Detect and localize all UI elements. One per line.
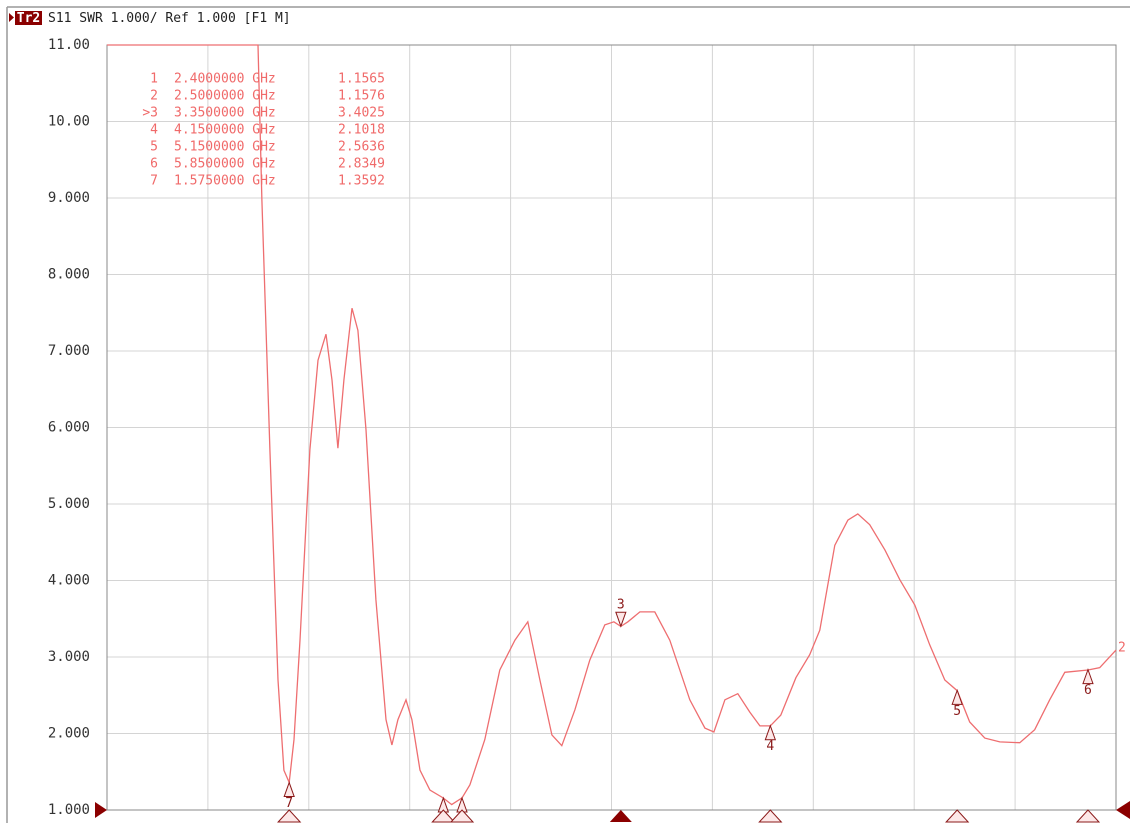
marker-label: 4	[766, 739, 774, 754]
axis-marker	[431, 809, 456, 823]
y-tick-label: 5.000	[48, 496, 90, 512]
marker-list-label: 2	[150, 89, 158, 104]
y-tick-label: 4.000	[48, 573, 90, 589]
axis-marker	[945, 809, 970, 823]
marker-triangle	[1082, 668, 1094, 685]
reference-marker	[95, 802, 107, 818]
marker-list-value: 3.4025	[338, 106, 385, 121]
trace-tag-box	[15, 11, 42, 25]
marker-list-label: 7	[150, 174, 158, 189]
marker-label: 7	[285, 796, 293, 811]
marker-list-label: 6	[150, 157, 158, 172]
axis-marker	[758, 809, 783, 823]
marker-triangle	[764, 724, 777, 741]
marker-list-value: 1.3592	[338, 174, 385, 189]
trace	[107, 44, 1117, 806]
marker-list-frequency: 5.1500000 GHz	[174, 140, 276, 155]
axis-marker	[277, 809, 302, 823]
marker-list-value: 2.8349	[338, 157, 385, 172]
y-tick-label: 9.000	[48, 190, 90, 206]
marker-list-label: 1	[150, 72, 158, 87]
trace-tag: Tr2	[17, 11, 40, 26]
y-tick-label: 3.000	[48, 649, 90, 665]
marker-triangle	[951, 688, 963, 705]
marker-label: 6	[1084, 683, 1092, 698]
y-tick-label: 7.000	[48, 343, 90, 359]
end-marker	[1116, 801, 1130, 819]
marker-list-frequency: 5.8500000 GHz	[174, 157, 276, 172]
trace-end-label: 2	[1118, 641, 1126, 656]
marker-list-frequency: 3.3500000 GHz	[174, 106, 276, 121]
y-tick-label: 1.000	[48, 802, 90, 818]
marker-triangle	[615, 611, 627, 628]
marker-list-value: 2.5636	[338, 140, 385, 155]
marker-list-label: 4	[150, 123, 158, 138]
marker-list-label: 5	[150, 140, 158, 155]
plot-frame	[106, 44, 1117, 811]
marker-label: 3	[617, 598, 625, 613]
marker-list-value: 1.1565	[338, 72, 385, 87]
marker-list-label: >3	[142, 106, 158, 121]
marker-triangle	[283, 781, 295, 798]
y-tick-label: 8.000	[48, 267, 90, 283]
axis-marker	[609, 810, 632, 822]
chart-title: S11 SWR 1.000/ Ref 1.000 [F1 M]	[48, 11, 291, 26]
marker-list-frequency: 2.5000000 GHz	[174, 89, 276, 104]
marker-list-value: 1.1576	[338, 89, 385, 104]
marker-list-value: 2.1018	[338, 123, 385, 138]
y-tick-label: 2.000	[48, 726, 90, 742]
axis-marker	[449, 809, 475, 823]
marker-label: 5	[953, 704, 961, 719]
marker-list-frequency: 2.4000000 GHz	[174, 72, 276, 87]
trace-arrow	[9, 13, 14, 22]
marker-list-frequency: 1.5750000 GHz	[174, 174, 276, 189]
y-tick-label: 11.00	[48, 37, 90, 53]
marker-list-frequency: 4.1500000 GHz	[174, 123, 276, 138]
axis-marker	[1075, 809, 1101, 823]
y-tick-label: 6.000	[48, 420, 90, 436]
y-tick-label: 10.00	[48, 114, 90, 130]
